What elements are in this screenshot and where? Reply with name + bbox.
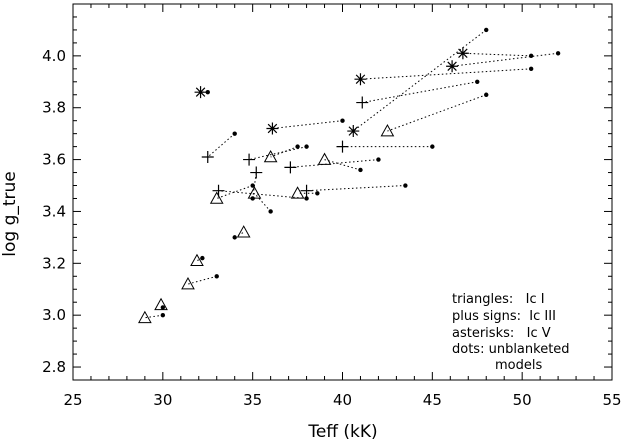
asterisk-marker <box>347 125 360 138</box>
connector-line <box>387 94 487 132</box>
unblanketed-model-dot <box>250 183 255 188</box>
legend-line-asterisks: asterisks: Ic V <box>452 326 551 341</box>
triangle-marker <box>236 225 251 238</box>
connector-line <box>252 172 257 199</box>
unblanketed-model-dot <box>214 274 219 279</box>
connector-line <box>270 146 298 158</box>
triangle-marker <box>209 191 224 204</box>
connector-line <box>360 68 532 80</box>
y-tick-label: 3.8 <box>42 99 66 117</box>
x-tick-label: 30 <box>153 391 172 409</box>
y-tick-label: 3.6 <box>42 151 66 169</box>
unblanketed-model-dot <box>315 191 320 196</box>
x-axis-label: Teff (kK) <box>307 422 377 442</box>
connector-line <box>352 29 487 132</box>
unblanketed-model-dot <box>232 131 237 136</box>
asterisk-marker <box>266 122 279 135</box>
legend: triangles: Ic I plus signs: Ic III aster… <box>452 292 570 373</box>
plus-marker <box>201 150 214 163</box>
connector-line <box>362 81 478 104</box>
unblanketed-model-dot <box>232 235 237 240</box>
unblanketed-model-dot <box>555 51 561 56</box>
connector-line <box>144 314 163 319</box>
connector-line <box>187 275 217 285</box>
asterisk-marker <box>446 60 459 73</box>
y-axis-label: log g_true <box>0 171 20 257</box>
asterisk-marker <box>194 86 207 99</box>
connector-line <box>218 190 307 199</box>
triangle-marker <box>190 253 204 267</box>
unblanketed-model-dot <box>295 144 300 149</box>
legend-line-plus-signs: plus signs: Ic III <box>452 309 556 324</box>
legend-line-models: models <box>495 358 542 373</box>
connector-line <box>248 146 307 161</box>
unblanketed-model-dot <box>358 167 363 173</box>
unblanketed-model-dot <box>475 79 480 84</box>
y-tick-label: 2.8 <box>42 358 66 376</box>
unblanketed-model-dot <box>528 66 534 72</box>
x-tick-label: 25 <box>63 391 82 409</box>
plus-marker <box>212 184 225 197</box>
triangle-marker <box>317 152 332 165</box>
unblanketed-model-dot <box>484 92 489 97</box>
asterisk-marker <box>354 73 367 86</box>
triangle-marker <box>263 149 278 163</box>
triangle-marker <box>380 124 395 137</box>
plus-marker <box>336 140 349 153</box>
asterisk-marker <box>456 47 469 60</box>
plus-marker <box>356 96 369 109</box>
unblanketed-model-dot <box>484 27 489 33</box>
legend-line-dots: dots: unblanketed <box>452 342 570 357</box>
unblanketed-model-dot <box>304 196 309 201</box>
legend-line-triangles: triangles: Ic I <box>452 292 545 307</box>
y-tick-label: 3.0 <box>42 306 66 324</box>
plus-marker <box>300 184 313 197</box>
y-tick-label: 3.2 <box>42 254 66 272</box>
connector-line <box>272 120 343 129</box>
unblanketed-model-dot <box>160 305 166 310</box>
triangle-marker <box>247 186 262 199</box>
unblanketed-model-dot <box>250 196 255 201</box>
unblanketed-model-dot <box>376 157 381 162</box>
connector-line <box>207 133 236 158</box>
plot-area <box>138 27 561 324</box>
x-tick-label: 40 <box>333 391 352 409</box>
triangle-marker <box>138 310 152 324</box>
axes: 25 30 35 40 45 50 55 2.8 3.0 3.2 3.4 3.6 3.8 4.0 <box>42 3 622 409</box>
y-tick-label: 3.4 <box>42 202 66 220</box>
unblanketed-model-dot <box>205 89 210 95</box>
unblanketed-model-dot <box>430 144 435 149</box>
y-tick-label: 4.0 <box>42 47 66 65</box>
plus-marker <box>284 161 297 174</box>
triangle-marker <box>154 297 168 311</box>
connector-line <box>462 52 532 57</box>
triangle-marker <box>181 277 195 290</box>
x-tick-label: 45 <box>423 391 442 409</box>
unblanketed-model-dot <box>200 255 205 261</box>
connector-line <box>254 192 272 212</box>
triangle-marker <box>290 186 305 199</box>
unblanketed-model-dot <box>403 183 408 188</box>
connector-line <box>290 159 379 168</box>
connector-line <box>306 185 406 192</box>
unblanketed-model-dot <box>160 312 166 318</box>
plus-marker <box>243 153 256 166</box>
unblanketed-model-dot <box>304 144 309 149</box>
x-tick-label: 55 <box>602 391 621 409</box>
connector-line <box>452 52 559 67</box>
unblanketed-model-dot <box>528 53 534 59</box>
x-tick-label: 50 <box>513 391 532 409</box>
unblanketed-model-dot <box>340 118 345 123</box>
x-tick-label: 35 <box>243 391 262 409</box>
unblanketed-model-dot <box>268 209 273 214</box>
plus-marker <box>250 166 263 179</box>
